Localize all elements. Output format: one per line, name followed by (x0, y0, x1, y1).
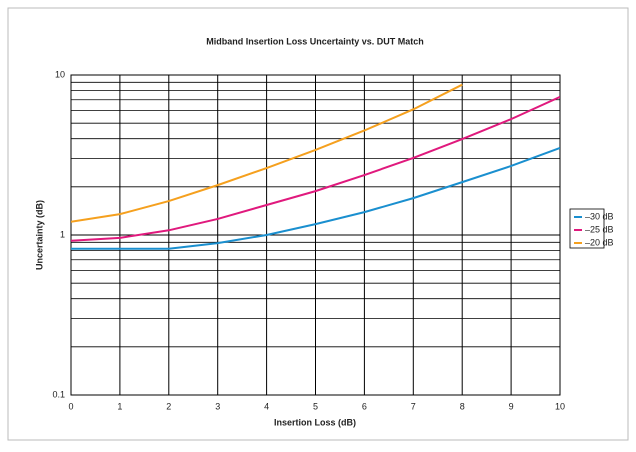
y-tick-label: 1 (60, 229, 65, 239)
x-tick-label: 2 (166, 401, 171, 411)
x-tick-label: 0 (68, 401, 73, 411)
y-tick-label: 0.1 (52, 389, 65, 399)
legend-box (569, 208, 605, 249)
legend-label: –30 dB (585, 211, 614, 221)
x-tick-label: 3 (215, 401, 220, 411)
x-axis-label: Insertion Loss (dB) (274, 417, 356, 427)
y-tick-label: 10 (55, 69, 65, 79)
chart-title: Midband Insertion Loss Uncertainty vs. D… (206, 36, 424, 46)
x-tick-label: 7 (411, 401, 416, 411)
legend-label: –20 dB (585, 237, 614, 247)
x-tick-label: 5 (313, 401, 318, 411)
series-line (71, 147, 560, 250)
x-tick-label: 8 (460, 401, 465, 411)
x-tick-label: 1 (117, 401, 122, 411)
series-line (71, 95, 560, 242)
x-tick-label: 10 (555, 401, 565, 411)
series-line (71, 83, 463, 223)
x-tick-label: 6 (362, 401, 367, 411)
frame (7, 7, 629, 441)
y-axis-label: Uncertainty (dB) (34, 200, 44, 270)
x-tick-label: 9 (509, 401, 514, 411)
legend-label: –25 dB (585, 224, 614, 234)
x-tick-label: 4 (264, 401, 269, 411)
